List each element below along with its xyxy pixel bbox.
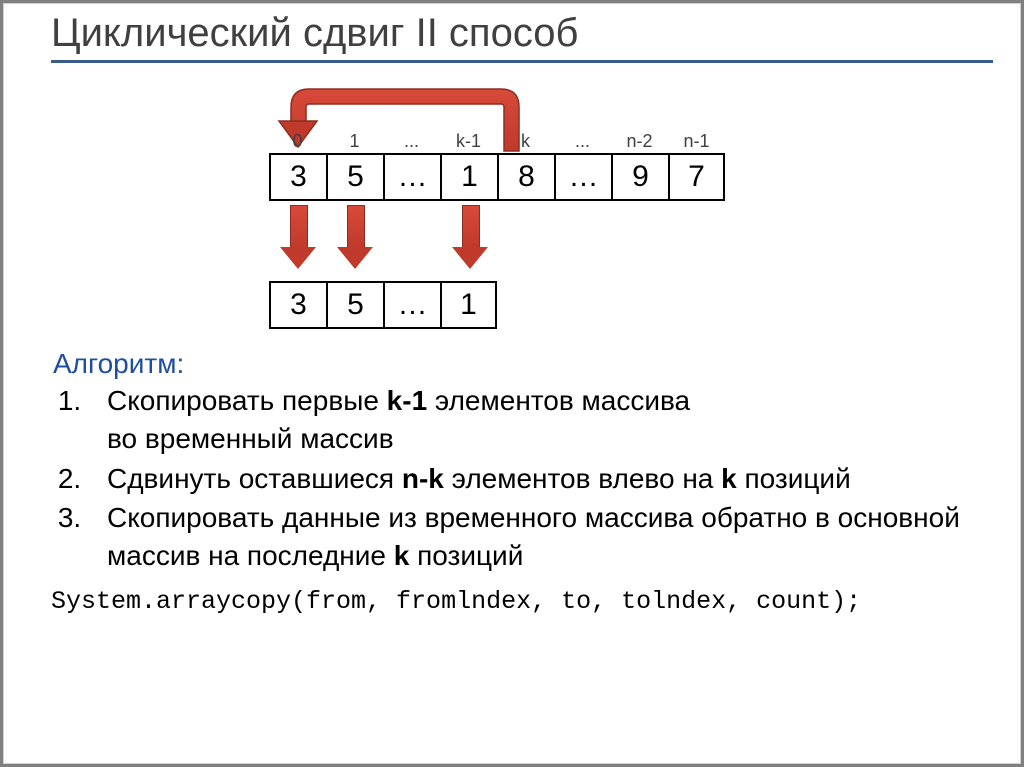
list-item: Сдвинуть оставшиеся n-k элементов влево … [89, 460, 973, 498]
index-label: ... [554, 131, 611, 152]
step-bold: n-k [402, 463, 444, 494]
step-text: позиций [737, 463, 851, 494]
page-title: Циклический сдвиг II способ [51, 11, 993, 56]
array-cell: 5 [326, 281, 383, 329]
array-diagram: 0 1 ... k-1 k ... n-2 n-1 3 5 … 1 8 … 9 … [269, 73, 993, 348]
step-bold: k [394, 540, 410, 571]
array-cell: … [554, 153, 611, 201]
step-text: элементов влево на [444, 463, 721, 494]
array-cell: 3 [269, 153, 326, 201]
index-label: k-1 [440, 131, 497, 152]
step-bold: k [721, 463, 737, 494]
index-label: 0 [269, 131, 326, 152]
step-text: Скопировать данные из временного массива… [107, 502, 960, 571]
array-cell: 1 [440, 153, 497, 201]
step-text: элементов массива [427, 385, 690, 416]
index-label: ... [383, 131, 440, 152]
index-label: n-1 [668, 131, 725, 152]
source-array: 3 5 … 1 8 … 9 7 [269, 153, 725, 201]
array-cell: 3 [269, 281, 326, 329]
title-area: Циклический сдвиг II способ [51, 3, 993, 63]
algorithm-heading: Алгоритм: [53, 348, 993, 380]
step-text: Скопировать первые [107, 385, 387, 416]
temp-array: 3 5 … 1 [269, 281, 497, 329]
array-cell: 1 [440, 281, 497, 329]
slide: Циклический сдвиг II способ 0 1 ... k-1 … [0, 0, 1024, 767]
down-arrow-icon [287, 205, 309, 269]
index-label: 1 [326, 131, 383, 152]
list-item: Скопировать первые k-1 элементов массива… [89, 382, 973, 458]
step-text: во временный массив [107, 420, 973, 458]
list-item: Скопировать данные из временного массива… [89, 499, 973, 575]
index-label: n-2 [611, 131, 668, 152]
step-bold: k-1 [387, 385, 427, 416]
array-cell: … [383, 153, 440, 201]
array-cell: 9 [611, 153, 668, 201]
down-arrow-icon [459, 205, 481, 269]
code-snippet: System.arraycopy(from, fromlndex, to, to… [51, 587, 993, 616]
array-cell: … [383, 281, 440, 329]
array-cell: 5 [326, 153, 383, 201]
array-cell: 8 [497, 153, 554, 201]
index-label: k [497, 131, 554, 152]
step-text: позиций [409, 540, 523, 571]
algorithm-list: Скопировать первые k-1 элементов массива… [53, 382, 973, 575]
array-cell: 7 [668, 153, 725, 201]
down-arrow-icon [344, 205, 366, 269]
step-text: Сдвинуть оставшиеся [107, 463, 402, 494]
index-row: 0 1 ... k-1 k ... n-2 n-1 [269, 131, 725, 152]
